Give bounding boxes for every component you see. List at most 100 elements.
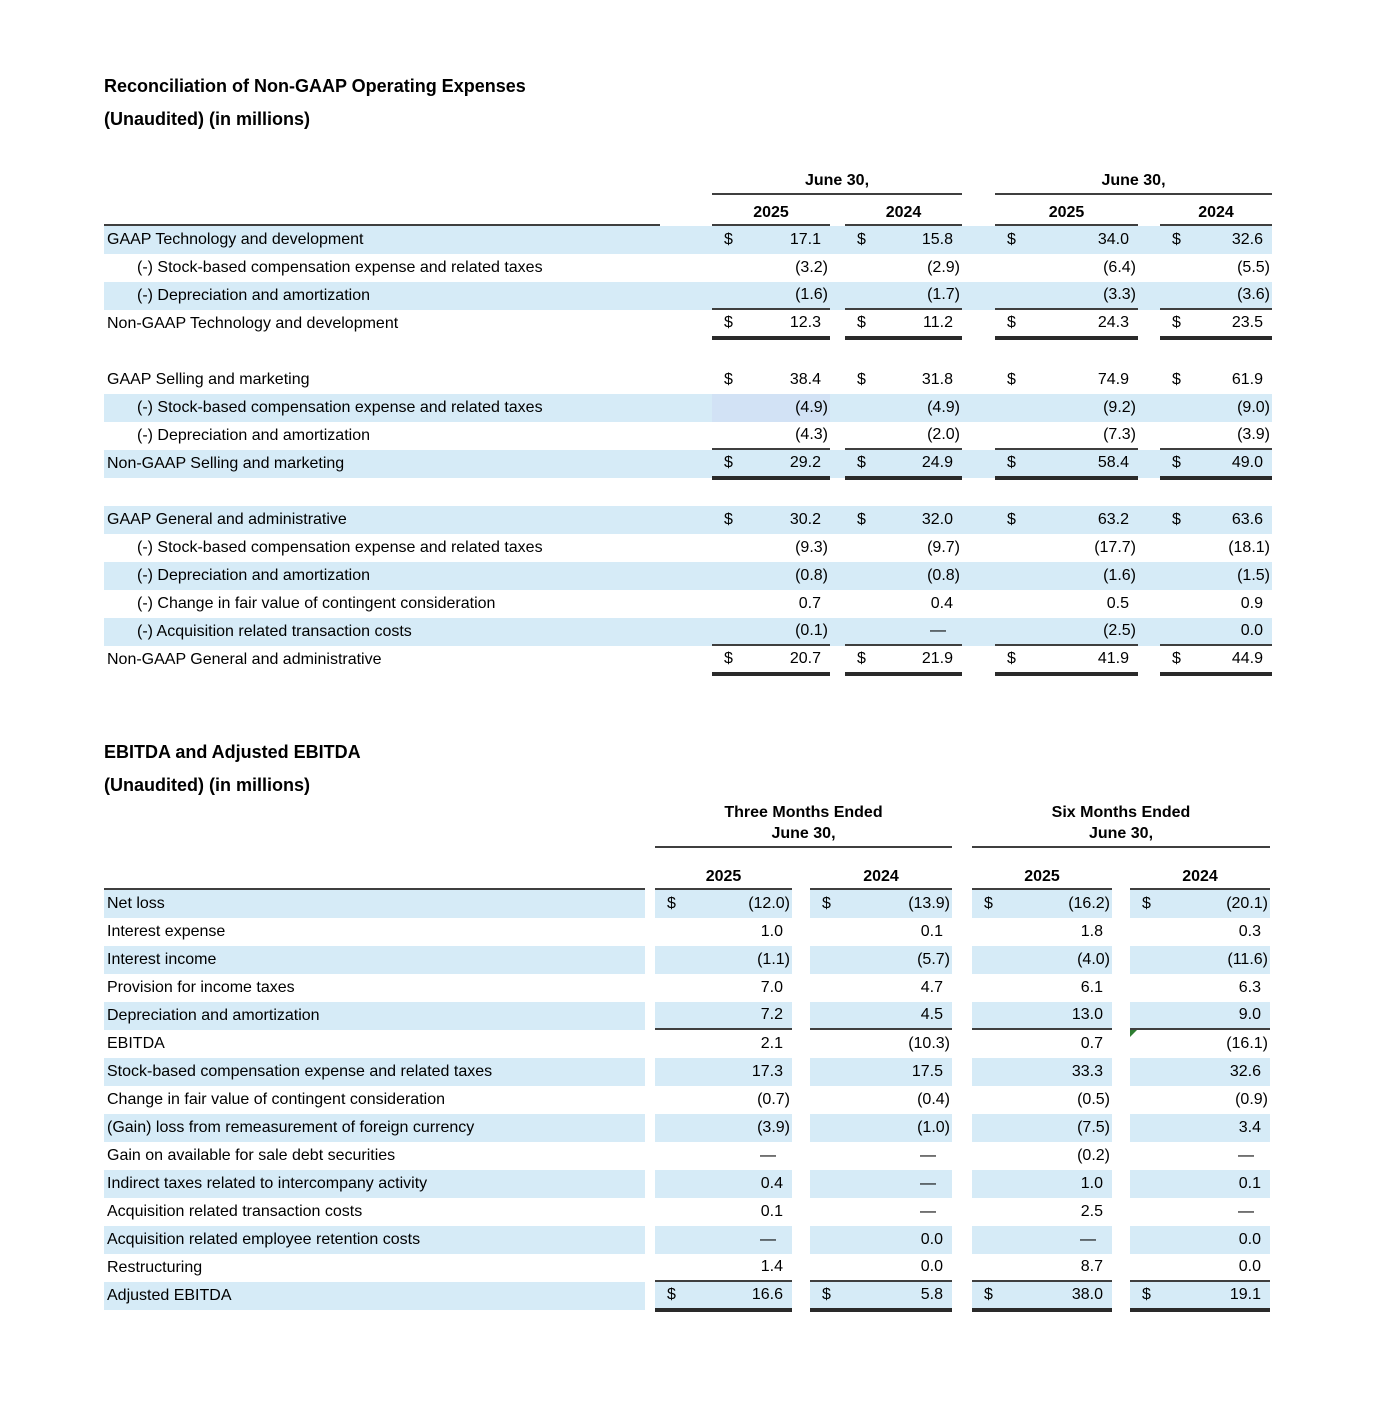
dollar-sign: $ xyxy=(857,454,866,471)
group-header-line1: Three Months Ended xyxy=(724,804,883,821)
cell-value: (3.9) xyxy=(757,1119,790,1136)
dollar-sign: $ xyxy=(1007,511,1016,528)
column-gap xyxy=(962,562,995,590)
column-gap xyxy=(1138,200,1160,226)
cell-value: (9.7) xyxy=(927,539,960,556)
value-cell: 1.8 xyxy=(972,918,1112,946)
column-gap xyxy=(645,1058,655,1086)
column-gap xyxy=(952,1254,972,1282)
column-gap xyxy=(1112,1002,1130,1030)
column-gap xyxy=(660,282,712,310)
header-label-spacer xyxy=(104,170,660,195)
value-cell: 0.1 xyxy=(1130,1170,1270,1198)
cell-value: 24.3 xyxy=(1097,314,1129,331)
dollar-sign: $ xyxy=(1007,371,1016,388)
cell-value: 4.7 xyxy=(920,979,943,996)
value-cell: $63.2 xyxy=(995,506,1138,534)
cell-value: (0.7) xyxy=(757,1091,790,1108)
dollar-sign: $ xyxy=(724,371,733,388)
value-cell: $44.9 xyxy=(1160,646,1272,676)
value-cell: 0.0 xyxy=(810,1254,952,1282)
column-gap xyxy=(792,974,810,1002)
cell-value: 17.5 xyxy=(911,1063,943,1080)
table-row: Interest income (1.1) (5.7) (4.0) (11.6) xyxy=(104,946,1270,974)
value-cell: 0.9 xyxy=(1160,590,1272,618)
column-gap xyxy=(792,918,810,946)
column-gap xyxy=(660,506,712,534)
column-gap xyxy=(952,974,972,1002)
cell-value: (13.9) xyxy=(908,895,950,912)
column-gap xyxy=(1138,282,1160,310)
column-gap xyxy=(952,918,972,946)
cell-value: 20.7 xyxy=(789,650,821,667)
column-gap xyxy=(1138,506,1160,534)
row-label: (-) Depreciation and amortization xyxy=(137,427,370,444)
value-cell: (4.9) xyxy=(712,394,830,422)
column-gap xyxy=(792,1114,810,1142)
cell-value: 2.1 xyxy=(760,1035,783,1052)
table-reconciliation-non-gaap-opex: Reconciliation of Non-GAAP Operating Exp… xyxy=(104,70,1396,676)
column-gap xyxy=(792,1142,810,1170)
cell-value: 0.7 xyxy=(1080,1035,1103,1052)
cell-value: (5.7) xyxy=(917,951,950,968)
value-cell: $38.0 xyxy=(972,1282,1112,1312)
value-cell: (1.6) xyxy=(995,562,1138,590)
value-cell: 3.4 xyxy=(1130,1114,1270,1142)
dollar-sign: $ xyxy=(822,895,831,912)
cell-value: (7.3) xyxy=(1103,426,1136,443)
cell-value: (12.0) xyxy=(748,895,790,912)
table-row: EBITDA 2.1 (10.3) 0.7 (16.1) xyxy=(104,1030,1270,1058)
column-gap xyxy=(792,1002,810,1030)
column-gap xyxy=(1138,562,1160,590)
row-label: (-) Acquisition related transaction cost… xyxy=(137,623,412,640)
cell-value: (18.1) xyxy=(1228,539,1270,556)
value-cell: — xyxy=(845,618,962,646)
dollar-sign: $ xyxy=(1172,231,1181,248)
table-row: (-) Stock-based compensation expense and… xyxy=(104,534,1272,562)
value-cell: 0.0 xyxy=(1160,618,1272,646)
value-cell: 1.4 xyxy=(655,1254,792,1282)
column-gap xyxy=(952,1114,972,1142)
cell-value: — xyxy=(760,1231,776,1248)
dollar-sign: $ xyxy=(857,650,866,667)
column-gap xyxy=(792,1030,810,1058)
cell-value: (11.6) xyxy=(1227,951,1268,968)
table-row: Provision for income taxes 7.0 4.7 6.1 6.3 xyxy=(104,974,1270,1002)
column-gap xyxy=(1112,1254,1130,1282)
value-cell: (1.0) xyxy=(810,1114,952,1142)
value-cell: (7.5) xyxy=(972,1114,1112,1142)
group-header-line1: Six Months Ended xyxy=(1051,804,1191,821)
column-gap xyxy=(962,394,995,422)
cell-value: 0.9 xyxy=(1240,595,1263,612)
column-gap xyxy=(952,1142,972,1170)
row-label: Depreciation and amortization xyxy=(104,1002,645,1030)
cell-value: 0.0 xyxy=(1240,622,1263,639)
column-gap xyxy=(645,802,655,848)
value-cell: (7.3) xyxy=(995,422,1138,450)
value-cell: (0.7) xyxy=(655,1086,792,1114)
value-cell: 8.7 xyxy=(972,1254,1112,1282)
column-gap xyxy=(830,534,845,562)
value-cell: (1.7) xyxy=(845,282,962,310)
column-gap xyxy=(660,618,712,646)
column-gap xyxy=(792,1198,810,1226)
row-label: (-) Depreciation and amortization xyxy=(137,567,370,584)
table-row: Change in fair value of contingent consi… xyxy=(104,1086,1270,1114)
column-gap xyxy=(962,450,995,478)
cell-value: 2.5 xyxy=(1080,1203,1103,1220)
column-gap xyxy=(660,422,712,450)
value-cell: (3.9) xyxy=(1160,422,1272,450)
table-row: Acquisition related employee retention c… xyxy=(104,1226,1270,1254)
column-gap xyxy=(1138,646,1160,674)
value-cell: (4.3) xyxy=(712,422,830,450)
column-gap xyxy=(952,1282,972,1310)
cell-value: 0.0 xyxy=(1238,1258,1261,1275)
cell-value: 44.9 xyxy=(1231,650,1263,667)
row-label: (-) Depreciation and amortization xyxy=(137,287,370,304)
column-gap xyxy=(792,890,810,918)
value-cell: $23.5 xyxy=(1160,310,1272,340)
cell-value: 15.8 xyxy=(921,231,953,248)
cell-value: 0.1 xyxy=(1238,1175,1261,1192)
dollar-sign: $ xyxy=(984,895,993,912)
column-group-header: Three Months Ended June 30, xyxy=(655,802,952,848)
